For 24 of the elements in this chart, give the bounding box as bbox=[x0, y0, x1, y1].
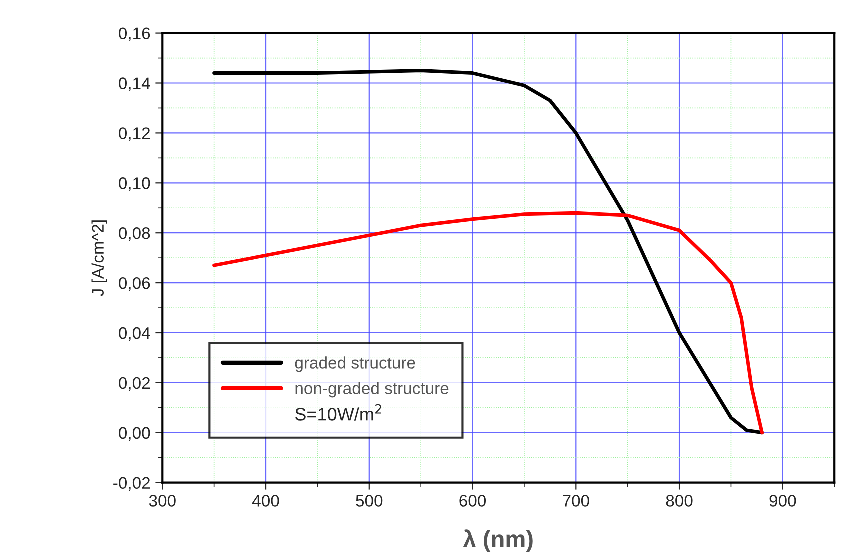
x-axis-title: λ (nm) bbox=[463, 530, 533, 552]
x-tick-label: 600 bbox=[460, 495, 486, 507]
x-tick-label: 500 bbox=[356, 495, 383, 507]
x-tick-label: 400 bbox=[252, 495, 280, 507]
line-series bbox=[212, 211, 764, 435]
x-tick-label: 900 bbox=[770, 495, 796, 507]
y-tick-label: 0,06 bbox=[119, 277, 150, 292]
y-axis-title: J [A/cm^2] bbox=[92, 220, 108, 296]
y-tick-label: 0,02 bbox=[119, 377, 150, 392]
legend-label: graded structure bbox=[295, 356, 416, 372]
y-tick-label: 0,10 bbox=[119, 178, 150, 192]
y-tick-label: 0,14 bbox=[119, 78, 150, 92]
annotation: S=10W/m$^{2}$ bbox=[296, 404, 382, 421]
x-tick-label: 300 bbox=[149, 495, 176, 507]
y-tick-label: 0,00 bbox=[119, 427, 150, 442]
y-tick-label: 0,04 bbox=[119, 327, 150, 342]
x-tick-label: 700 bbox=[563, 495, 590, 507]
y-tick-label: 0,16 bbox=[119, 28, 150, 42]
x-tick-label: 800 bbox=[666, 495, 693, 507]
y-tick-label: 0,12 bbox=[119, 128, 150, 142]
legend-label: non-graded structure bbox=[296, 382, 449, 398]
y-tick-label: 0,08 bbox=[119, 228, 150, 242]
y-tick-label: -0,02 bbox=[114, 477, 150, 492]
line-series bbox=[212, 69, 764, 435]
